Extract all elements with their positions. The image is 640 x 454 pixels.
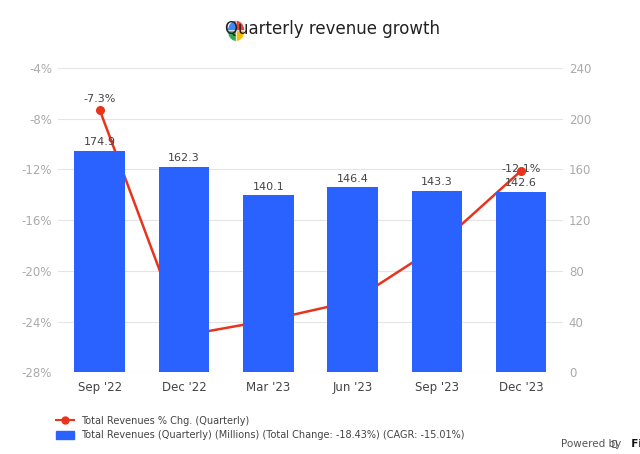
Text: 162.3: 162.3: [168, 153, 200, 163]
Text: ⬛: ⬛: [612, 439, 617, 449]
Text: 140.1: 140.1: [252, 182, 284, 192]
Text: 146.4: 146.4: [337, 173, 369, 183]
Bar: [159, 167, 209, 372]
Text: Quarterly revenue growth: Quarterly revenue growth: [225, 20, 440, 39]
Wedge shape: [236, 20, 244, 31]
Wedge shape: [228, 31, 236, 41]
Text: FinChat: FinChat: [624, 439, 640, 449]
Text: 142.6: 142.6: [505, 178, 537, 188]
Bar: [243, 195, 294, 372]
Text: -22.4%: -22.4%: [333, 308, 372, 318]
Text: -23.9%: -23.9%: [248, 326, 288, 337]
Text: -7.3%: -7.3%: [84, 94, 116, 104]
Text: -12.1%: -12.1%: [501, 164, 541, 174]
Wedge shape: [236, 31, 244, 41]
Bar: [496, 192, 547, 372]
Legend: Total Revenues % Chg. (Quarterly), Total Revenues (Quarterly) (Millions) (Total : Total Revenues % Chg. (Quarterly), Total…: [56, 416, 465, 440]
Bar: [412, 191, 462, 372]
Text: 143.3: 143.3: [421, 178, 452, 188]
Wedge shape: [228, 20, 236, 31]
Text: 174.9: 174.9: [84, 138, 116, 148]
Text: -25.1%: -25.1%: [164, 342, 204, 352]
Bar: [327, 187, 378, 372]
Text: Powered by: Powered by: [561, 439, 621, 449]
Bar: [74, 151, 125, 372]
Text: -18.1%: -18.1%: [417, 253, 456, 263]
